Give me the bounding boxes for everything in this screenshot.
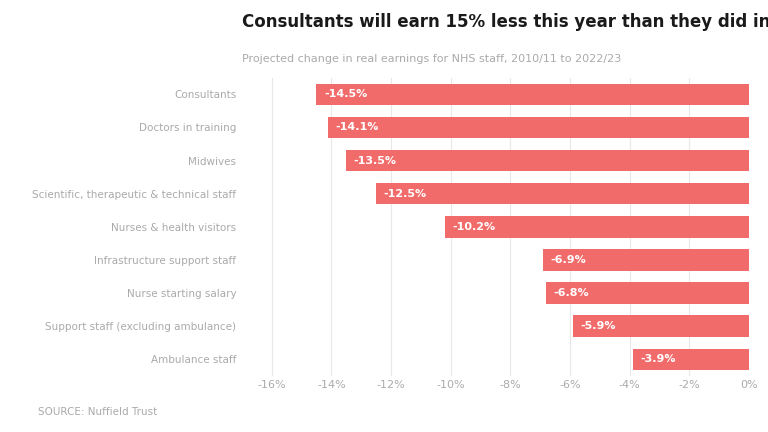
Bar — [546, 282, 749, 304]
Bar — [543, 249, 749, 271]
Text: -3.9%: -3.9% — [640, 354, 676, 364]
Text: -5.9%: -5.9% — [581, 321, 616, 331]
Bar — [573, 315, 749, 337]
Bar — [346, 150, 749, 172]
Bar — [316, 83, 749, 105]
Text: -10.2%: -10.2% — [452, 222, 495, 232]
Bar — [633, 349, 749, 370]
Text: Projected change in real earnings for NHS staff, 2010/11 to 2022/23: Projected change in real earnings for NH… — [242, 54, 621, 64]
Bar — [445, 216, 749, 238]
Text: SOURCE: Nuffield Trust: SOURCE: Nuffield Trust — [38, 407, 157, 417]
Text: Consultants will earn 15% less this year than they did in 2010: Consultants will earn 15% less this year… — [242, 13, 768, 31]
Text: -14.1%: -14.1% — [336, 122, 379, 133]
Text: -12.5%: -12.5% — [383, 189, 427, 199]
Text: -13.5%: -13.5% — [354, 156, 397, 165]
Text: -6.9%: -6.9% — [551, 255, 586, 265]
Bar — [329, 117, 749, 138]
Text: -14.5%: -14.5% — [324, 89, 367, 99]
Bar — [376, 183, 749, 204]
Text: -6.8%: -6.8% — [554, 288, 589, 298]
